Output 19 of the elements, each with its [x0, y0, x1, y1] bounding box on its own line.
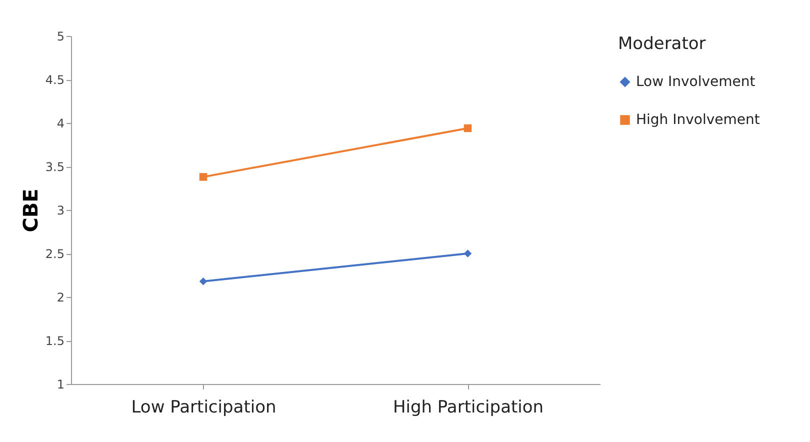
legend-label: Low Involvement [636, 74, 756, 90]
x-tick-label: High Participation [392, 398, 544, 418]
y-tick-label: 2 [56, 290, 64, 304]
y-axis-title: CBE [18, 188, 42, 232]
point [199, 173, 208, 181]
point [464, 250, 472, 258]
x-tick-label: Low Participation [131, 398, 276, 418]
y-tick-label: 2.5 [45, 247, 64, 261]
y-tick-label: 4.5 [45, 73, 64, 87]
y-tick-label: 3.5 [45, 160, 64, 174]
y-tick-label: 1.5 [45, 334, 64, 348]
point [199, 277, 208, 286]
legend-label: High Involvement [636, 112, 760, 128]
y-tick-label: 5 [56, 30, 64, 44]
y-tick-label: 4 [56, 116, 64, 130]
legend-title: Moderator [618, 34, 706, 54]
y-tick-label: 1 [56, 378, 64, 392]
point [464, 124, 472, 132]
y-tick-label: 3 [56, 204, 64, 218]
